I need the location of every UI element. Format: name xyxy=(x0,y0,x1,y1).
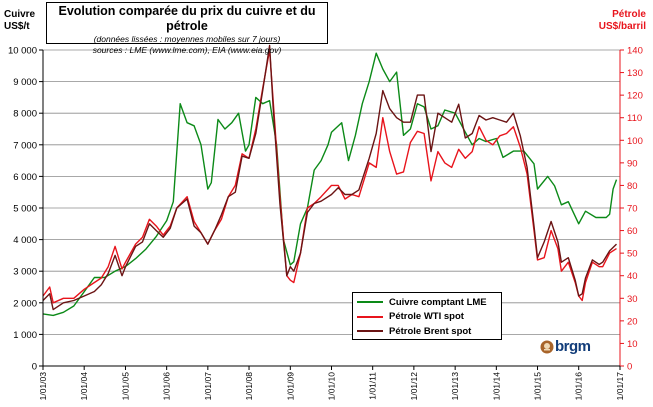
chart-subtitle: (données lissées : moyennes mobiles sur … xyxy=(93,34,281,44)
left-tick-label: 3 000 xyxy=(13,267,37,278)
x-tick-label: 1/01/06 xyxy=(162,372,172,401)
left-axis-title-line1: Cuivre xyxy=(4,9,36,20)
chart-title: Evolution comparée du prix du cuivre et … xyxy=(58,4,316,33)
right-tick-label: 90 xyxy=(627,158,638,169)
x-tick-label: 1/01/13 xyxy=(450,372,460,401)
left-tick-label: 7 000 xyxy=(13,140,37,151)
right-axis-title-line1: Pétrole xyxy=(612,9,646,20)
right-tick-label: 20 xyxy=(627,316,638,327)
brgm-logo: brgm xyxy=(540,334,594,360)
right-tick-label: 140 xyxy=(627,46,643,57)
left-tick-label: 10 000 xyxy=(8,46,37,57)
right-tick-label: 120 xyxy=(627,91,643,102)
legend-swatch xyxy=(357,301,383,304)
x-tick-label: 1/01/04 xyxy=(79,372,89,401)
x-tick-label: 1/01/16 xyxy=(574,372,584,401)
legend-swatch xyxy=(357,315,383,318)
left-axis-ticks: 0 1 000 2 000 3 000 4 000 5 000 6 000 7 000 8 00… xyxy=(8,46,43,373)
right-tick-label: 70 xyxy=(627,204,638,215)
series-line-2 xyxy=(42,44,617,311)
x-tick-label: 1/01/15 xyxy=(533,372,543,401)
legend-label: Cuivre comptant LME xyxy=(389,296,487,308)
left-axis-title-line2: US$/t xyxy=(4,21,30,32)
right-tick-label: 110 xyxy=(627,113,642,124)
brgm-globe-icon xyxy=(540,340,554,354)
x-tick-label: 1/01/08 xyxy=(244,372,254,401)
x-tick-label: 1/01/09 xyxy=(285,372,295,401)
x-tick-label: 1/01/10 xyxy=(327,372,337,401)
x-tick-label: 1/01/07 xyxy=(203,372,213,401)
x-tick-label: 1/01/12 xyxy=(409,372,419,401)
left-tick-label: 1 000 xyxy=(13,330,37,341)
legend-swatch xyxy=(357,330,383,333)
right-tick-label: 10 xyxy=(627,339,638,350)
right-axis-ticks: 0 10 20 30 40 50 60 70 80 90 100 110 120 130 140 xyxy=(620,46,643,373)
legend-item: Pétrole Brent spot xyxy=(357,324,497,339)
series-lines xyxy=(42,44,618,317)
left-tick-label: 6 000 xyxy=(13,172,37,183)
chart-sources: sources : LME (www.lme.com), EIA (www.ei… xyxy=(92,45,282,55)
left-tick-label: 5 000 xyxy=(13,204,37,215)
legend-item: Cuivre comptant LME xyxy=(357,295,497,310)
x-axis-ticks: 1/01/03 1/01/04 1/01/05 1/01/06 1/01/07 1/01/… xyxy=(38,366,625,400)
x-tick-label: 1/01/11 xyxy=(368,372,378,400)
right-tick-label: 100 xyxy=(627,136,643,147)
right-tick-label: 30 xyxy=(627,294,638,305)
right-tick-label: 60 xyxy=(627,226,638,237)
chart-title-box: Evolution comparée du prix du cuivre et … xyxy=(46,2,328,55)
left-tick-label: 8 000 xyxy=(13,109,37,120)
legend: Cuivre comptant LME Pétrole WTI spot Pétro… xyxy=(352,292,502,340)
brgm-logo-text: brgm xyxy=(555,338,591,355)
right-tick-label: 80 xyxy=(627,181,638,192)
x-tick-label: 1/01/03 xyxy=(38,372,48,401)
x-tick-label: 1/01/14 xyxy=(491,372,501,401)
gridlines xyxy=(43,49,620,367)
right-tick-label: 0 xyxy=(627,362,632,373)
left-tick-label: 9 000 xyxy=(13,77,37,88)
left-tick-label: 4 000 xyxy=(13,235,37,246)
x-tick-label: 1/01/17 xyxy=(615,372,625,401)
left-tick-label: 0 xyxy=(32,362,37,373)
right-axis-title-line2: US$/barril xyxy=(599,21,646,32)
right-tick-label: 40 xyxy=(627,271,638,282)
right-tick-label: 50 xyxy=(627,249,638,260)
legend-item: Pétrole WTI spot xyxy=(357,310,497,325)
x-tick-label: 1/01/05 xyxy=(120,372,130,401)
left-tick-label: 2 000 xyxy=(13,298,37,309)
right-tick-label: 130 xyxy=(627,68,643,79)
legend-label: Pétrole Brent spot xyxy=(389,325,472,337)
series-line-0 xyxy=(42,52,618,317)
legend-label: Pétrole WTI spot xyxy=(389,311,464,323)
